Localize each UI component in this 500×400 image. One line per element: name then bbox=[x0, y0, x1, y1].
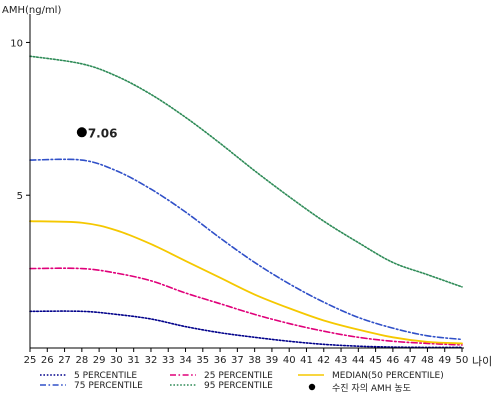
series-line-0 bbox=[29, 310, 463, 349]
x-tick-label-19: 44 bbox=[352, 355, 365, 366]
x-axis-label: 나이 bbox=[472, 355, 492, 368]
x-tick-label-5: 30 bbox=[110, 355, 123, 366]
x-tick-label-21: 46 bbox=[387, 355, 400, 366]
patient-point bbox=[76, 127, 87, 138]
x-tick-label-1: 26 bbox=[41, 355, 54, 366]
x-tick-label-14: 39 bbox=[266, 355, 279, 366]
x-tick-label-20: 45 bbox=[369, 355, 382, 366]
x-tick-label-15: 40 bbox=[283, 355, 296, 366]
x-tick-label-2: 27 bbox=[58, 355, 71, 366]
plot-area: 7.06 bbox=[29, 55, 463, 349]
legend-point-marker bbox=[308, 383, 316, 391]
x-tick-label-10: 35 bbox=[196, 355, 209, 366]
x-tick-label-16: 41 bbox=[300, 355, 313, 366]
legend-label-4: 95 PERCENTILE bbox=[204, 381, 273, 391]
y-tick-label-0: 5 bbox=[17, 191, 23, 202]
x-tick-label-24: 49 bbox=[438, 355, 451, 366]
series-line-2 bbox=[29, 220, 463, 345]
legend: 5 PERCENTILE 25 PERCENTILE MEDIAN(50 PERCE… bbox=[40, 371, 444, 394]
x-tick-label-7: 32 bbox=[145, 355, 158, 366]
series-line-3 bbox=[29, 158, 463, 341]
series-line-4 bbox=[29, 55, 463, 288]
x-tick-label-12: 37 bbox=[231, 355, 244, 366]
legend-label-0: 5 PERCENTILE bbox=[74, 371, 137, 381]
x-tick-label-18: 43 bbox=[335, 355, 348, 366]
legend-label-1: 25 PERCENTILE bbox=[204, 371, 273, 381]
x-tick-label-23: 48 bbox=[421, 355, 434, 366]
x-tick-label-3: 28 bbox=[75, 355, 88, 366]
x-tick-label-25: 50 bbox=[456, 355, 469, 366]
series-line-1 bbox=[29, 267, 463, 346]
axes: 5 10 25 26 27 28 29 30 31 32 33 34 35 36 37 38 39 40 41 42 4… bbox=[10, 14, 468, 366]
legend-label-3: 75 PERCENTILE bbox=[74, 381, 143, 391]
x-tick-label-11: 36 bbox=[214, 355, 227, 366]
y-axis-label: AMH(ng/ml) bbox=[2, 5, 61, 16]
x-tick-label-13: 38 bbox=[248, 355, 261, 366]
legend-point-label: 수진 자의 AMH 농도 bbox=[332, 383, 411, 394]
patient-point-label: 7.06 bbox=[88, 126, 118, 140]
x-tick-label-9: 34 bbox=[179, 355, 192, 366]
x-tick-label-6: 31 bbox=[127, 355, 140, 366]
x-tick-label-4: 29 bbox=[93, 355, 106, 366]
x-tick-label-0: 25 bbox=[24, 355, 37, 366]
x-tick-label-22: 47 bbox=[404, 355, 417, 366]
y-tick-label-1: 10 bbox=[10, 38, 23, 49]
x-tick-label-8: 33 bbox=[162, 355, 175, 366]
legend-label-2: MEDIAN(50 PERCENTILE) bbox=[332, 371, 444, 381]
x-tick-label-17: 42 bbox=[317, 355, 330, 366]
